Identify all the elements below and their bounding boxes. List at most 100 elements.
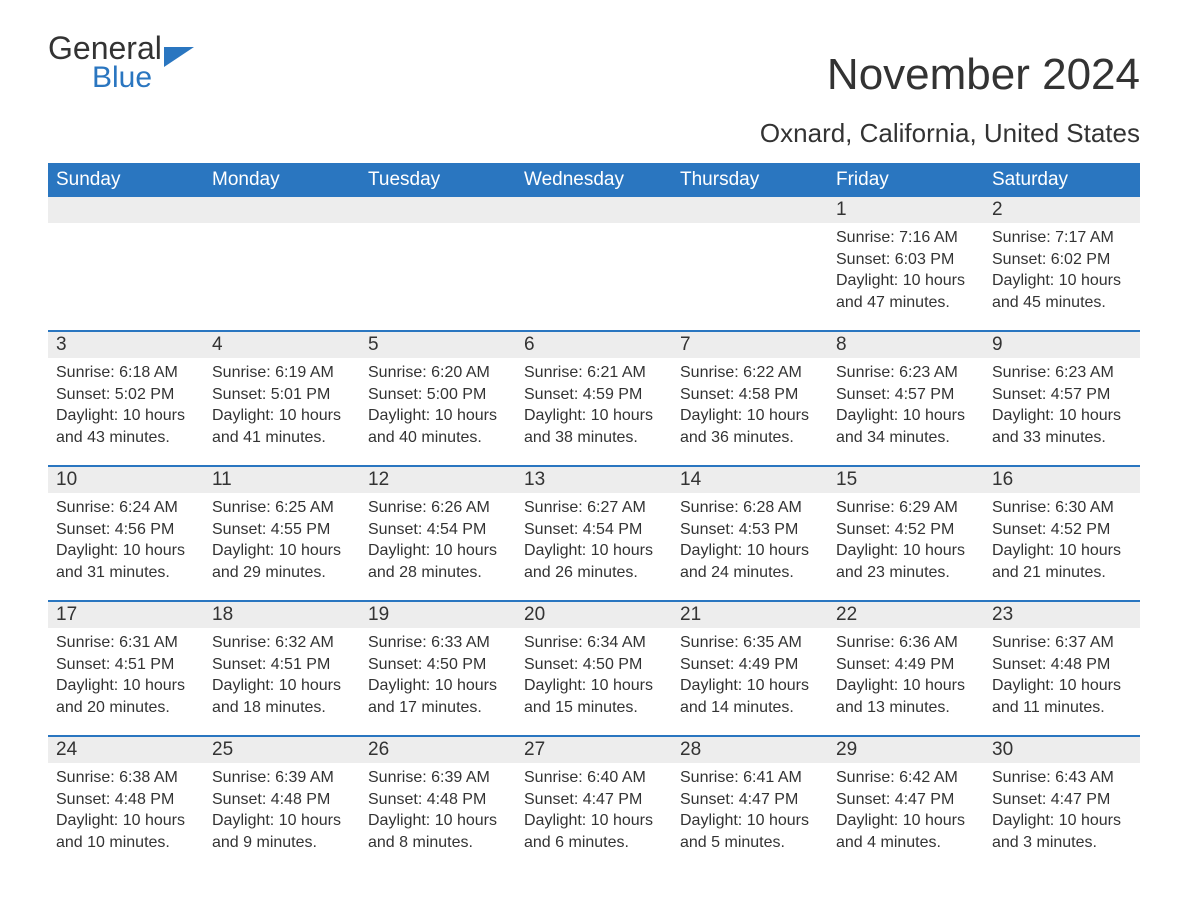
week-daynum-row: 12 — [48, 197, 1140, 223]
sunset-line: Sunset: 4:47 PM — [524, 789, 664, 811]
day-number-cell — [204, 197, 360, 223]
week-content-row: Sunrise: 6:18 AMSunset: 5:02 PMDaylight:… — [48, 358, 1140, 466]
sunrise-line: Sunrise: 6:42 AM — [836, 767, 976, 789]
sunrise-line: Sunrise: 6:24 AM — [56, 497, 196, 519]
daylight-line: Daylight: 10 hours and 4 minutes. — [836, 810, 976, 853]
day-number-cell: 14 — [672, 466, 828, 493]
day-number-cell: 5 — [360, 331, 516, 358]
sunset-line: Sunset: 4:47 PM — [680, 789, 820, 811]
sunset-line: Sunset: 4:57 PM — [836, 384, 976, 406]
title-block: November 2024 Oxnard, California, United… — [760, 30, 1140, 159]
sunset-line: Sunset: 4:58 PM — [680, 384, 820, 406]
day-content-cell: Sunrise: 6:36 AMSunset: 4:49 PMDaylight:… — [828, 628, 984, 736]
day-number-cell: 2 — [984, 197, 1140, 223]
daylight-line: Daylight: 10 hours and 29 minutes. — [212, 540, 352, 583]
month-title: November 2024 — [760, 50, 1140, 100]
day-content-cell: Sunrise: 6:25 AMSunset: 4:55 PMDaylight:… — [204, 493, 360, 601]
day-content-cell: Sunrise: 6:31 AMSunset: 4:51 PMDaylight:… — [48, 628, 204, 736]
daylight-line: Daylight: 10 hours and 34 minutes. — [836, 405, 976, 448]
sunrise-line: Sunrise: 6:38 AM — [56, 767, 196, 789]
sunset-line: Sunset: 6:02 PM — [992, 249, 1132, 271]
day-content-cell: Sunrise: 6:34 AMSunset: 4:50 PMDaylight:… — [516, 628, 672, 736]
day-header: Saturday — [984, 163, 1140, 197]
sunrise-line: Sunrise: 6:22 AM — [680, 362, 820, 384]
day-number-cell: 3 — [48, 331, 204, 358]
day-header: Friday — [828, 163, 984, 197]
sunset-line: Sunset: 4:50 PM — [368, 654, 508, 676]
daylight-line: Daylight: 10 hours and 36 minutes. — [680, 405, 820, 448]
day-content-cell — [204, 223, 360, 331]
day-number-cell: 29 — [828, 736, 984, 763]
day-content-cell: Sunrise: 6:23 AMSunset: 4:57 PMDaylight:… — [828, 358, 984, 466]
day-number-cell: 24 — [48, 736, 204, 763]
sunset-line: Sunset: 5:00 PM — [368, 384, 508, 406]
daylight-line: Daylight: 10 hours and 20 minutes. — [56, 675, 196, 718]
day-number-cell: 9 — [984, 331, 1140, 358]
sunset-line: Sunset: 4:48 PM — [212, 789, 352, 811]
sunrise-line: Sunrise: 6:30 AM — [992, 497, 1132, 519]
daylight-line: Daylight: 10 hours and 21 minutes. — [992, 540, 1132, 583]
brand-logo: General Blue — [48, 30, 194, 95]
sunrise-line: Sunrise: 6:21 AM — [524, 362, 664, 384]
sunset-line: Sunset: 4:48 PM — [56, 789, 196, 811]
day-number-cell: 19 — [360, 601, 516, 628]
week-daynum-row: 24252627282930 — [48, 736, 1140, 763]
day-content-cell: Sunrise: 6:21 AMSunset: 4:59 PMDaylight:… — [516, 358, 672, 466]
sunset-line: Sunset: 4:47 PM — [992, 789, 1132, 811]
sunrise-line: Sunrise: 6:27 AM — [524, 497, 664, 519]
sunrise-line: Sunrise: 6:25 AM — [212, 497, 352, 519]
sunset-line: Sunset: 6:03 PM — [836, 249, 976, 271]
day-header: Thursday — [672, 163, 828, 197]
header-row: General Blue November 2024 Oxnard, Calif… — [48, 30, 1140, 159]
week-daynum-row: 10111213141516 — [48, 466, 1140, 493]
sunrise-line: Sunrise: 6:36 AM — [836, 632, 976, 654]
day-content-cell: Sunrise: 6:30 AMSunset: 4:52 PMDaylight:… — [984, 493, 1140, 601]
sunset-line: Sunset: 4:57 PM — [992, 384, 1132, 406]
day-number-cell: 27 — [516, 736, 672, 763]
day-number-cell: 30 — [984, 736, 1140, 763]
sunrise-line: Sunrise: 6:43 AM — [992, 767, 1132, 789]
day-number-cell: 11 — [204, 466, 360, 493]
day-number-cell — [360, 197, 516, 223]
day-content-cell: Sunrise: 6:26 AMSunset: 4:54 PMDaylight:… — [360, 493, 516, 601]
sunrise-line: Sunrise: 6:28 AM — [680, 497, 820, 519]
day-content-cell: Sunrise: 6:29 AMSunset: 4:52 PMDaylight:… — [828, 493, 984, 601]
sunrise-line: Sunrise: 6:40 AM — [524, 767, 664, 789]
day-content-cell: Sunrise: 6:37 AMSunset: 4:48 PMDaylight:… — [984, 628, 1140, 736]
sunrise-line: Sunrise: 7:16 AM — [836, 227, 976, 249]
sunset-line: Sunset: 4:50 PM — [524, 654, 664, 676]
daylight-line: Daylight: 10 hours and 6 minutes. — [524, 810, 664, 853]
sunset-line: Sunset: 4:54 PM — [524, 519, 664, 541]
sunrise-line: Sunrise: 6:37 AM — [992, 632, 1132, 654]
sunset-line: Sunset: 4:51 PM — [56, 654, 196, 676]
day-number-cell: 7 — [672, 331, 828, 358]
daylight-line: Daylight: 10 hours and 31 minutes. — [56, 540, 196, 583]
daylight-line: Daylight: 10 hours and 15 minutes. — [524, 675, 664, 718]
sunset-line: Sunset: 4:54 PM — [368, 519, 508, 541]
calendar-table: Sunday Monday Tuesday Wednesday Thursday… — [48, 163, 1140, 871]
day-content-cell: Sunrise: 6:41 AMSunset: 4:47 PMDaylight:… — [672, 763, 828, 871]
daylight-line: Daylight: 10 hours and 28 minutes. — [368, 540, 508, 583]
sunset-line: Sunset: 4:48 PM — [368, 789, 508, 811]
day-number-cell: 17 — [48, 601, 204, 628]
day-content-cell: Sunrise: 6:39 AMSunset: 4:48 PMDaylight:… — [360, 763, 516, 871]
daylight-line: Daylight: 10 hours and 11 minutes. — [992, 675, 1132, 718]
daylight-line: Daylight: 10 hours and 26 minutes. — [524, 540, 664, 583]
day-content-cell: Sunrise: 6:32 AMSunset: 4:51 PMDaylight:… — [204, 628, 360, 736]
day-header: Monday — [204, 163, 360, 197]
day-content-cell — [672, 223, 828, 331]
sunrise-line: Sunrise: 6:33 AM — [368, 632, 508, 654]
sunset-line: Sunset: 4:49 PM — [836, 654, 976, 676]
day-number-cell: 15 — [828, 466, 984, 493]
day-content-cell: Sunrise: 6:39 AMSunset: 4:48 PMDaylight:… — [204, 763, 360, 871]
day-number-cell: 20 — [516, 601, 672, 628]
daylight-line: Daylight: 10 hours and 45 minutes. — [992, 270, 1132, 313]
daylight-line: Daylight: 10 hours and 13 minutes. — [836, 675, 976, 718]
sunrise-line: Sunrise: 6:31 AM — [56, 632, 196, 654]
day-content-cell: Sunrise: 6:42 AMSunset: 4:47 PMDaylight:… — [828, 763, 984, 871]
day-content-cell: Sunrise: 6:33 AMSunset: 4:50 PMDaylight:… — [360, 628, 516, 736]
week-content-row: Sunrise: 6:24 AMSunset: 4:56 PMDaylight:… — [48, 493, 1140, 601]
day-header: Tuesday — [360, 163, 516, 197]
day-number-cell: 16 — [984, 466, 1140, 493]
day-number-cell: 10 — [48, 466, 204, 493]
